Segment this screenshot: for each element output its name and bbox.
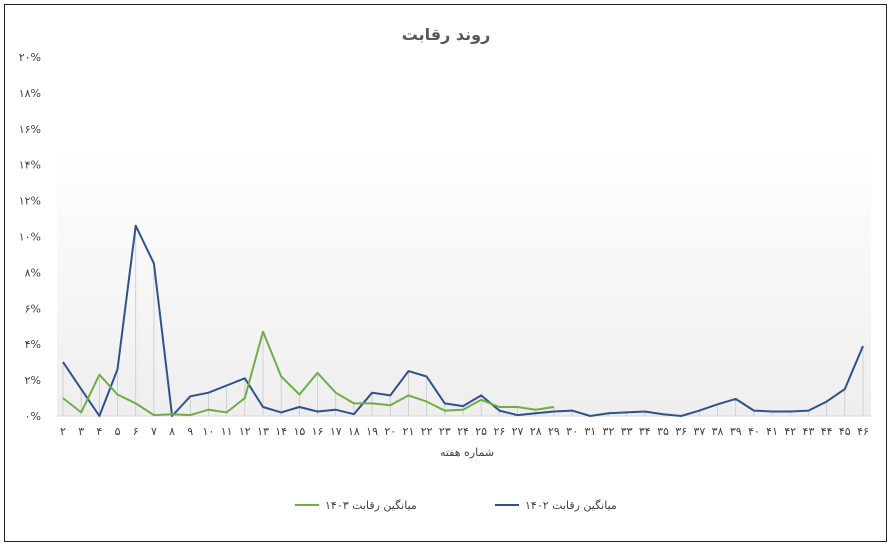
- x-tick-label: ۴۶: [857, 425, 869, 438]
- x-tick-label: ۱۳: [257, 425, 269, 438]
- x-tick-label: ۶: [133, 425, 139, 438]
- x-tick-label: ۲۴: [457, 425, 469, 438]
- x-tick-label: ۱۱: [221, 425, 233, 438]
- x-tick-label: ۴۱: [766, 425, 778, 438]
- x-tick-label: ۱۷: [330, 425, 342, 438]
- y-tick-label: ۲۰%: [19, 51, 41, 64]
- legend-label: میانگین رقابت ۱۴۰۳: [325, 499, 417, 512]
- y-tick-label: ۲%: [25, 374, 41, 387]
- series-line-1: [62, 224, 864, 417]
- x-tick-label: ۲۰: [384, 425, 396, 438]
- x-tick-label: ۳۳: [621, 425, 633, 438]
- x-tick-label: ۲۶: [493, 425, 505, 438]
- x-axis-tick-labels: ۲ ۳ ۴ ۵ ۶ ۷ ۸ ۹ ۱۰ ۱۱ ۱۲ ۱۳ ۱۴ ۱۵ ۱۶ ۱۷ ۱۸ ۱۹ ۲۰ ۲۱ ۲۲ ۲۳ ۲۴ ۲۵…: [60, 425, 869, 438]
- y-tick-label: ۶%: [25, 302, 41, 315]
- y-tick-label: ۸%: [25, 266, 41, 279]
- x-tick-label: ۹: [187, 425, 193, 438]
- x-tick-label: ۱۹: [366, 425, 378, 438]
- x-tick-label: ۲۹: [548, 425, 560, 438]
- x-tick-label: ۲۲: [421, 425, 433, 438]
- x-tick-label: ۲۷: [512, 425, 524, 438]
- x-tick-label: ۱۴: [275, 425, 287, 438]
- x-tick-label: ۲: [60, 425, 66, 438]
- drop-lines: [62, 225, 864, 416]
- x-tick-label: ۱۸: [348, 425, 360, 438]
- x-tick-label: ۲۸: [530, 425, 542, 438]
- y-tick-label: ۱۲%: [19, 195, 41, 208]
- x-tick-label: ۳۷: [693, 425, 705, 438]
- x-tick-label: ۴۴: [821, 425, 833, 438]
- y-tick-label: ۱۸%: [19, 87, 41, 100]
- x-tick-label: ۱۵: [293, 425, 305, 438]
- series-lines: [62, 224, 864, 417]
- y-axis-tick-labels: ۰% ۲% ۴% ۶% ۸% ۱۰% ۱۲% ۱۴% ۱۶% ۱۸% ۲۰%: [19, 51, 41, 423]
- plot-area: [57, 146, 871, 416]
- x-tick-label: ۳: [78, 425, 84, 438]
- x-tick-label: ۳۲: [603, 425, 615, 438]
- legend: میانگین رقابت ۱۴۰۲ میانگین رقابت ۱۴۰۳: [295, 499, 617, 512]
- x-tick-label: ۳۱: [584, 425, 596, 438]
- legend-label: میانگین رقابت ۱۴۰۲: [525, 499, 617, 512]
- y-tick-label: ۰%: [25, 410, 41, 423]
- x-tick-label: ۷: [151, 425, 157, 438]
- x-tick-label: ۳۵: [657, 425, 669, 438]
- x-tick-label: ۳۶: [675, 425, 687, 438]
- y-tick-label: ۴%: [25, 338, 41, 351]
- chart-title: روند رقابت: [402, 25, 491, 44]
- y-tick-label: ۱۴%: [19, 159, 41, 172]
- x-tick-label: ۳۹: [730, 425, 742, 438]
- x-tick-label: ۲۱: [403, 425, 415, 438]
- y-tick-label: ۱۰%: [19, 231, 41, 244]
- x-tick-label: ۱۲: [239, 425, 251, 438]
- x-tick-label: ۴۰: [748, 425, 760, 438]
- y-tick-label: ۱۶%: [19, 123, 41, 136]
- x-tick-label: ۴۲: [784, 425, 796, 438]
- chart-frame: روند رقابت ۰% ۲% ۴% ۶% ۸% ۱۰% ۱۲% ۱۴% ۱۶% ۱۸% ۲ ۰% …: [4, 4, 887, 542]
- x-tick-label: ۱۰: [203, 425, 215, 438]
- x-tick-label: ۵: [115, 425, 121, 438]
- x-tick-label: ۲۳: [439, 425, 451, 438]
- x-tick-label: ۸: [169, 425, 175, 438]
- x-tick-label: ۲۵: [475, 425, 487, 438]
- x-tick-label: ۳۴: [639, 425, 651, 438]
- x-tick-label: ۴۳: [803, 425, 815, 438]
- x-tick-label: ۳۰: [566, 425, 578, 438]
- x-axis-title: شماره هفته: [440, 446, 494, 459]
- x-tick-label: ۳۸: [712, 425, 724, 438]
- x-tick-label: ۴: [96, 425, 102, 438]
- series-line-2: [62, 330, 555, 417]
- x-tick-label: ۱۶: [312, 425, 324, 438]
- x-tick-label: ۴۵: [839, 425, 851, 438]
- line-chart: روند رقابت ۰% ۲% ۴% ۶% ۸% ۱۰% ۱۲% ۱۴% ۱۶% ۱۸% ۲ ۰% …: [19, 25, 871, 512]
